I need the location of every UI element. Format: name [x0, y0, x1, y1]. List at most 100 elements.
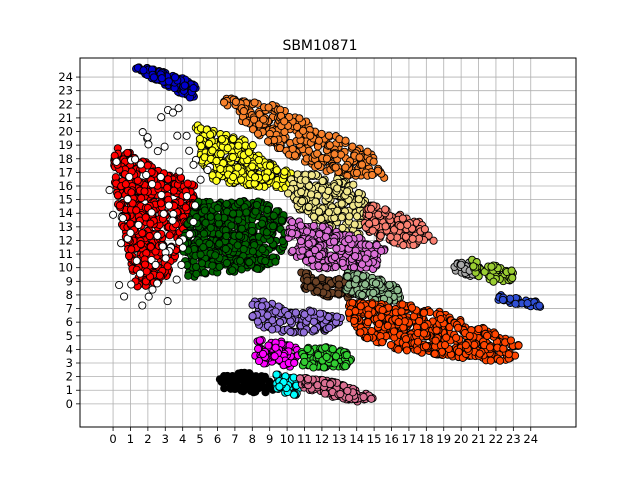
- data-point: [216, 164, 225, 174]
- data-point: [206, 212, 215, 221]
- data-point: [199, 229, 209, 238]
- data-point: [212, 156, 221, 166]
- data-point: [295, 114, 304, 123]
- data-point: [181, 203, 190, 212]
- data-point: [419, 308, 428, 317]
- data-point: [345, 212, 354, 221]
- data-point: [257, 302, 266, 311]
- data-point: [314, 136, 324, 145]
- data-point: [254, 156, 263, 165]
- data-point: [291, 308, 300, 317]
- data-point: [254, 384, 263, 393]
- x-tick-label: 5: [196, 432, 203, 446]
- data-point: [219, 372, 229, 381]
- data-point: [268, 325, 277, 334]
- data-point: [394, 345, 403, 354]
- data-point: [153, 147, 162, 156]
- data-point: [297, 237, 306, 246]
- x-tick-label: 4: [179, 432, 186, 446]
- data-point: [228, 266, 237, 275]
- data-point: [288, 246, 297, 255]
- data-point: [189, 160, 198, 169]
- y-tick-label: 6: [66, 315, 73, 329]
- data-point: [280, 117, 289, 126]
- y-tick-label: 4: [66, 342, 73, 356]
- data-point: [343, 187, 352, 196]
- data-point: [127, 188, 136, 197]
- data-point: [363, 147, 372, 156]
- y-tick-label: 24: [58, 70, 73, 84]
- data-point: [334, 280, 344, 289]
- data-point: [359, 272, 368, 281]
- data-point: [123, 148, 132, 157]
- x-tick-label: 24: [523, 432, 538, 446]
- data-point: [328, 345, 337, 354]
- data-point: [229, 172, 238, 182]
- data-point: [420, 322, 429, 331]
- data-point: [378, 306, 387, 315]
- data-point: [495, 356, 505, 365]
- data-point: [321, 263, 330, 272]
- data-point: [157, 113, 166, 122]
- data-point: [325, 141, 334, 150]
- data-point: [363, 318, 372, 327]
- data-point: [461, 341, 470, 350]
- data-point: [356, 328, 365, 337]
- data-point: [487, 262, 496, 271]
- data-point: [457, 260, 466, 269]
- data-point: [341, 362, 350, 371]
- data-point: [228, 153, 237, 162]
- data-point: [184, 271, 193, 280]
- y-tick-label: 18: [58, 152, 73, 166]
- data-point: [365, 241, 374, 250]
- data-point: [504, 350, 513, 359]
- data-point: [236, 256, 245, 265]
- data-point: [117, 239, 126, 248]
- data-point: [298, 246, 307, 255]
- data-point: [164, 77, 173, 86]
- data-point: [393, 286, 402, 295]
- data-point: [115, 280, 124, 290]
- data-point: [369, 288, 378, 297]
- data-point: [112, 157, 121, 166]
- data-point: [535, 301, 544, 310]
- data-point: [299, 328, 308, 337]
- data-point: [311, 197, 320, 206]
- x-tick-label: 15: [367, 432, 382, 446]
- data-point: [200, 206, 209, 215]
- data-point: [223, 144, 232, 153]
- data-point: [319, 363, 328, 372]
- data-point: [213, 204, 222, 213]
- data-point: [183, 179, 192, 188]
- data-point: [333, 206, 342, 215]
- data-point: [349, 263, 358, 272]
- x-tick-label: 14: [349, 432, 364, 446]
- data-point: [132, 256, 141, 265]
- data-point: [172, 275, 181, 284]
- data-point: [469, 262, 478, 271]
- data-point: [301, 176, 310, 185]
- data-point: [134, 220, 143, 229]
- data-point: [157, 74, 166, 83]
- data-point: [272, 181, 281, 190]
- data-point: [300, 357, 309, 366]
- data-point: [208, 171, 217, 180]
- data-point: [358, 290, 367, 300]
- data-point: [343, 386, 352, 395]
- data-point: [366, 204, 376, 213]
- data-point: [165, 231, 174, 240]
- y-tick-label: 11: [58, 247, 73, 261]
- data-point: [271, 257, 280, 266]
- data-point: [185, 146, 194, 155]
- data-point: [398, 300, 407, 309]
- data-point: [168, 216, 177, 225]
- x-tick-label: 8: [249, 432, 256, 446]
- data-point: [146, 219, 155, 228]
- data-point: [286, 327, 295, 336]
- data-point: [353, 212, 362, 221]
- data-point: [324, 208, 333, 217]
- data-point: [429, 236, 438, 245]
- data-point: [506, 336, 515, 345]
